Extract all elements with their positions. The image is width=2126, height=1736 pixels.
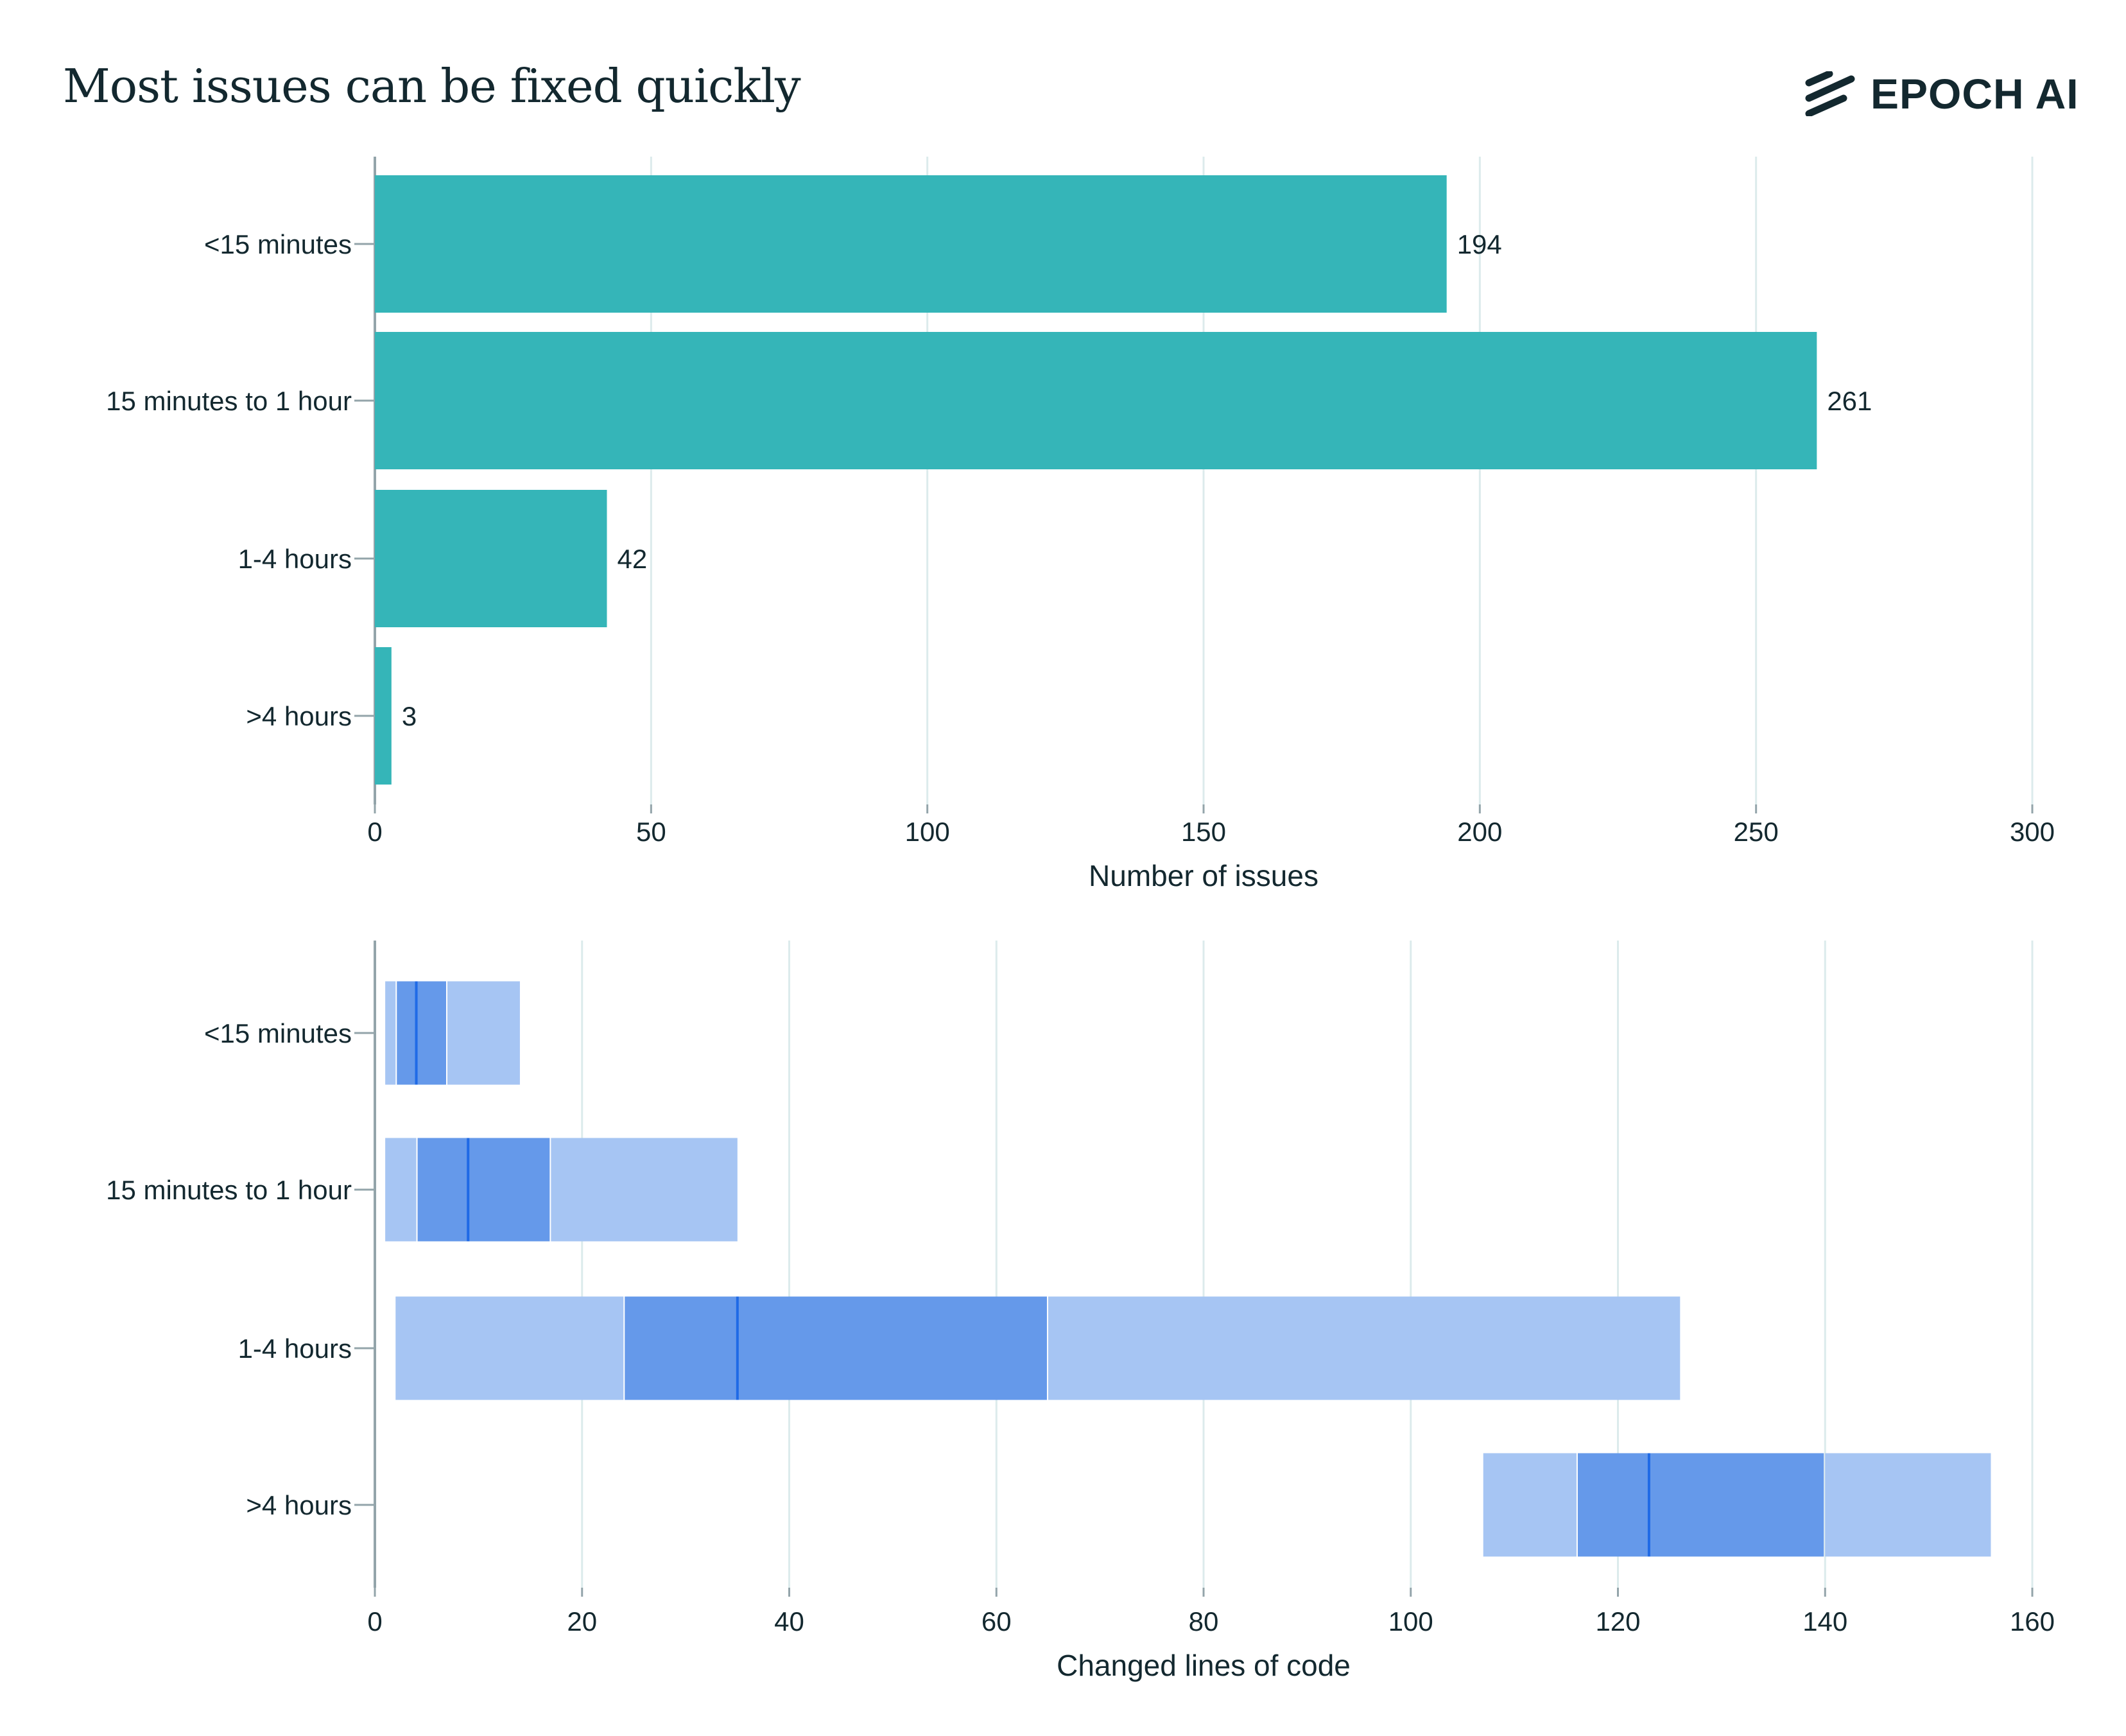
x-tick-label: 100 (905, 817, 950, 847)
data-label: 3 (402, 701, 417, 731)
x-tick-label: 0 (367, 1606, 382, 1636)
x-tick-label: 100 (1388, 1606, 1433, 1636)
data-label: 42 (617, 544, 647, 574)
upper-whisker-range (551, 1138, 738, 1242)
x-tick-label: 160 (2010, 1606, 2055, 1636)
y-tick-label: >4 hours (246, 701, 352, 731)
upper-whisker-range (1048, 1296, 1681, 1400)
lower-whisker-range (395, 1296, 624, 1400)
x-tick-label: 60 (981, 1606, 1012, 1636)
x-tick-label: 40 (774, 1606, 804, 1636)
interquartile-box (397, 981, 446, 1085)
y-tick-label: 15 minutes to 1 hour (106, 386, 352, 416)
x-tick-label: 80 (1189, 1606, 1219, 1636)
lower-whisker-range (1483, 1453, 1577, 1557)
y-tick-label: 1-4 hours (238, 1333, 352, 1364)
x-axis-title: Changed lines of code (1057, 1649, 1351, 1682)
x-tick-label: 50 (636, 817, 666, 847)
lower-whisker-range (385, 1138, 417, 1242)
lower-whisker-range (385, 981, 396, 1085)
x-tick-label: 200 (1457, 817, 1502, 847)
x-tick-label: 300 (2010, 817, 2055, 847)
data-label: 261 (1827, 386, 1872, 416)
epoch-ai-logo: EPOCH AI (1804, 69, 2079, 118)
box-chart-lines: 0 20 40 60 80 100 120 140 160 <15 minutes 15 minut… (106, 941, 2055, 1682)
x-tick-label: 250 (1734, 817, 1779, 847)
x-axis-title: Number of issues (1089, 859, 1318, 892)
x-tick-label: 120 (1595, 1606, 1640, 1636)
upper-whisker-range (1825, 1453, 1991, 1557)
y-tick-label: <15 minutes (204, 229, 352, 259)
bar-chart-issues: 0 50 100 150 200 250 300 <15 minutes 15 minutes … (106, 157, 2055, 892)
y-tick-label: 15 minutes to 1 hour (106, 1175, 352, 1205)
data-label: 194 (1457, 229, 1502, 259)
epoch-stripes-icon (1805, 71, 1855, 116)
upper-whisker-range (447, 981, 520, 1085)
x-tick-label: 0 (367, 817, 382, 847)
y-tick-label: >4 hours (246, 1490, 352, 1520)
y-tick-label: <15 minutes (204, 1018, 352, 1048)
chart-title: Most issues can be fixed quickly (63, 59, 801, 113)
interquartile-box (625, 1296, 1047, 1400)
x-tick-label: 150 (1181, 817, 1226, 847)
x-tick-label: 20 (567, 1606, 597, 1636)
bar (375, 647, 392, 785)
interquartile-box (417, 1138, 550, 1242)
bar (375, 332, 1817, 469)
x-tick-label: 140 (1802, 1606, 1847, 1636)
interquartile-box (1577, 1453, 1824, 1557)
bar (375, 175, 1447, 313)
y-tick-label: 1-4 hours (238, 544, 352, 574)
bar (375, 490, 607, 627)
logo-text: EPOCH AI (1871, 70, 2079, 117)
